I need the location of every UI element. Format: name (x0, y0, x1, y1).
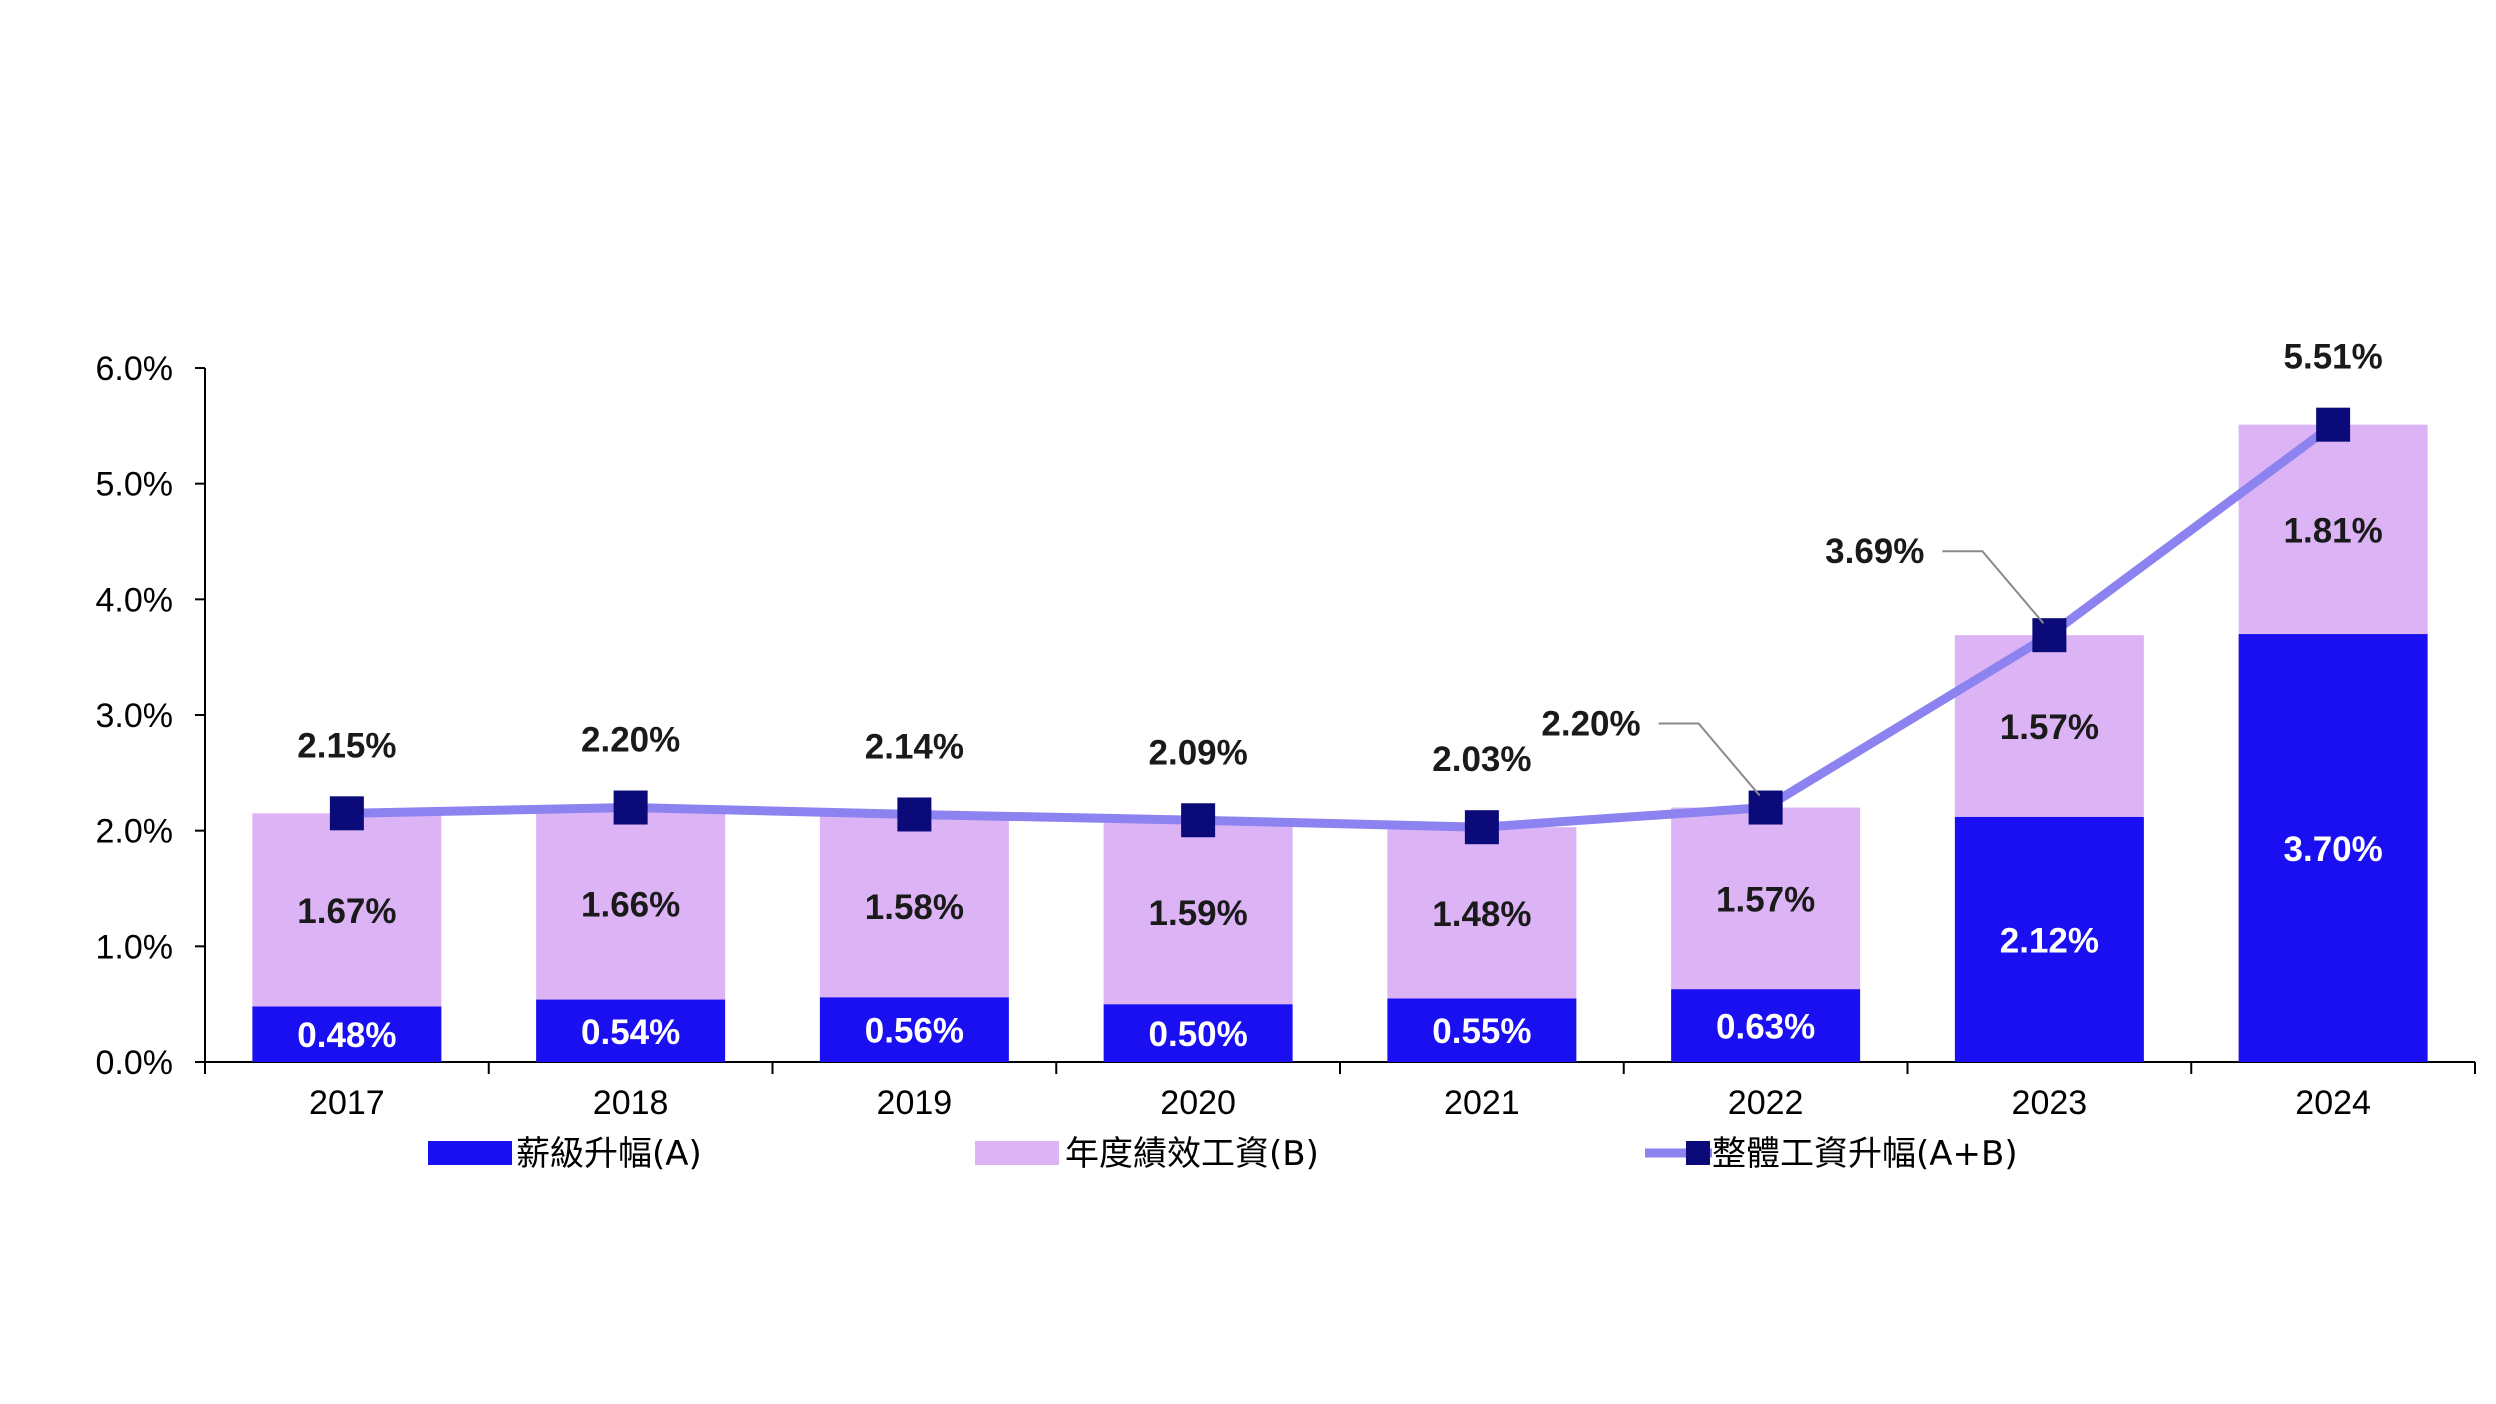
total-marker (2316, 407, 2351, 442)
total-marker (2032, 618, 2067, 653)
total-marker (613, 790, 648, 825)
bar-segment-b (252, 813, 442, 1007)
total-label: 2.20% (1541, 705, 1640, 744)
bar-segment-b (536, 807, 726, 1000)
legend-label-b: 年度績效工資(B) (1065, 1134, 1319, 1174)
total-label: 3.69% (1825, 532, 1924, 571)
total-line (329, 407, 2351, 845)
total-line-path (346, 421, 2336, 832)
bar-label-a: 3.70% (2284, 830, 2383, 869)
y-tick-label: 5.0% (96, 466, 174, 504)
y-tick-label: 1.0% (96, 928, 174, 966)
bar-label-b: 1.67% (297, 892, 396, 931)
x-tick-label: 2023 (2012, 1084, 2088, 1122)
bar-segment-a (1103, 1004, 1293, 1062)
bar-segment-b (819, 814, 1009, 998)
bar-label-b: 1.48% (1432, 895, 1531, 934)
bar-label-b: 1.57% (1716, 880, 1815, 919)
x-tick-label: 2017 (309, 1084, 385, 1122)
bar-segment-a (819, 997, 1009, 1062)
total-label: 2.14% (865, 727, 964, 766)
bar-labels: 0.48% 1.67% 0.54% 1.66% 0.56% 1.58% 0.50% 1.59%… (297, 511, 2383, 1055)
bar-label-a: 0.54% (581, 1013, 680, 1052)
bar-segment-a (1387, 998, 1577, 1062)
y-tick-label: 6.0% (96, 350, 174, 388)
total-marker (1181, 803, 1216, 838)
x-tick-label: 2024 (2295, 1084, 2371, 1122)
total-marker (1464, 810, 1499, 845)
total-marker (329, 796, 364, 831)
bar-segment-b (1671, 807, 1861, 990)
legend: 薪級升幅(A) 年度績效工資(B) 整體工資升幅(A+B) (428, 1134, 2018, 1174)
bar-segment-b (1103, 820, 1293, 1005)
x-tick-label: 2022 (1728, 1084, 1804, 1122)
total-label: 5.51% (2284, 338, 2383, 377)
total-label: 2.09% (1149, 733, 1248, 772)
bars (252, 424, 2428, 1062)
bar-label-a: 2.12% (2000, 921, 2099, 960)
bar-label-b: 1.58% (865, 888, 964, 927)
legend-label-total: 整體工資升幅(A+B) (1712, 1134, 2018, 1174)
bar-label-b: 1.57% (2000, 708, 2099, 747)
axes: 0.0% 1.0% 2.0% 3.0% 4.0% 5.0% 6.0% 2017 2018 2019… (96, 350, 2476, 1122)
bar-segment-b (1954, 635, 2144, 817)
bar-label-a: 0.56% (865, 1012, 964, 1051)
legend-swatch-marker (1686, 1141, 1710, 1165)
bar-segment-a (252, 1006, 442, 1062)
bar-label-a: 0.63% (1716, 1008, 1815, 1047)
label-leader-line (1942, 550, 2045, 624)
total-marker (897, 797, 932, 832)
legend-label-a: 薪級升幅(A) (516, 1134, 702, 1174)
bar-label-a: 0.48% (297, 1016, 396, 1055)
bar-label-a: 0.55% (1432, 1012, 1531, 1051)
bar-segment-b (1387, 827, 1577, 999)
bar-segment-a (2238, 634, 2428, 1062)
y-tick-label: 0.0% (96, 1044, 174, 1082)
y-tick-label: 4.0% (96, 581, 174, 619)
legend-swatch-a (428, 1141, 512, 1165)
x-tick-label: 2020 (1160, 1084, 1236, 1122)
total-marker (1748, 790, 1783, 825)
bar-segment-a (1671, 989, 1861, 1062)
x-tick-label: 2021 (1444, 1084, 1520, 1122)
legend-swatch-b (975, 1141, 1059, 1165)
total-label: 2.15% (297, 726, 396, 765)
bar-label-b: 1.66% (581, 886, 680, 925)
total-label: 2.03% (1432, 740, 1531, 779)
bar-segment-b (2238, 424, 2428, 635)
bar-segment-a (1954, 816, 2144, 1062)
bar-label-a: 0.50% (1149, 1015, 1248, 1054)
y-tick-label: 2.0% (96, 813, 174, 851)
x-tick-label: 2019 (877, 1084, 953, 1122)
y-tick-label: 3.0% (96, 697, 174, 735)
label-leader-line (1658, 722, 1761, 797)
total-label: 2.20% (581, 721, 680, 760)
bar-label-b: 1.59% (1149, 894, 1248, 933)
x-tick-label: 2018 (593, 1084, 669, 1122)
total-labels: 2.15% 2.20% 2.14% 2.09% 2.03% 2.20% 3.69% 5.51% (297, 338, 2383, 797)
bar-label-b: 1.81% (2284, 511, 2383, 550)
bar-segment-a (536, 999, 726, 1062)
